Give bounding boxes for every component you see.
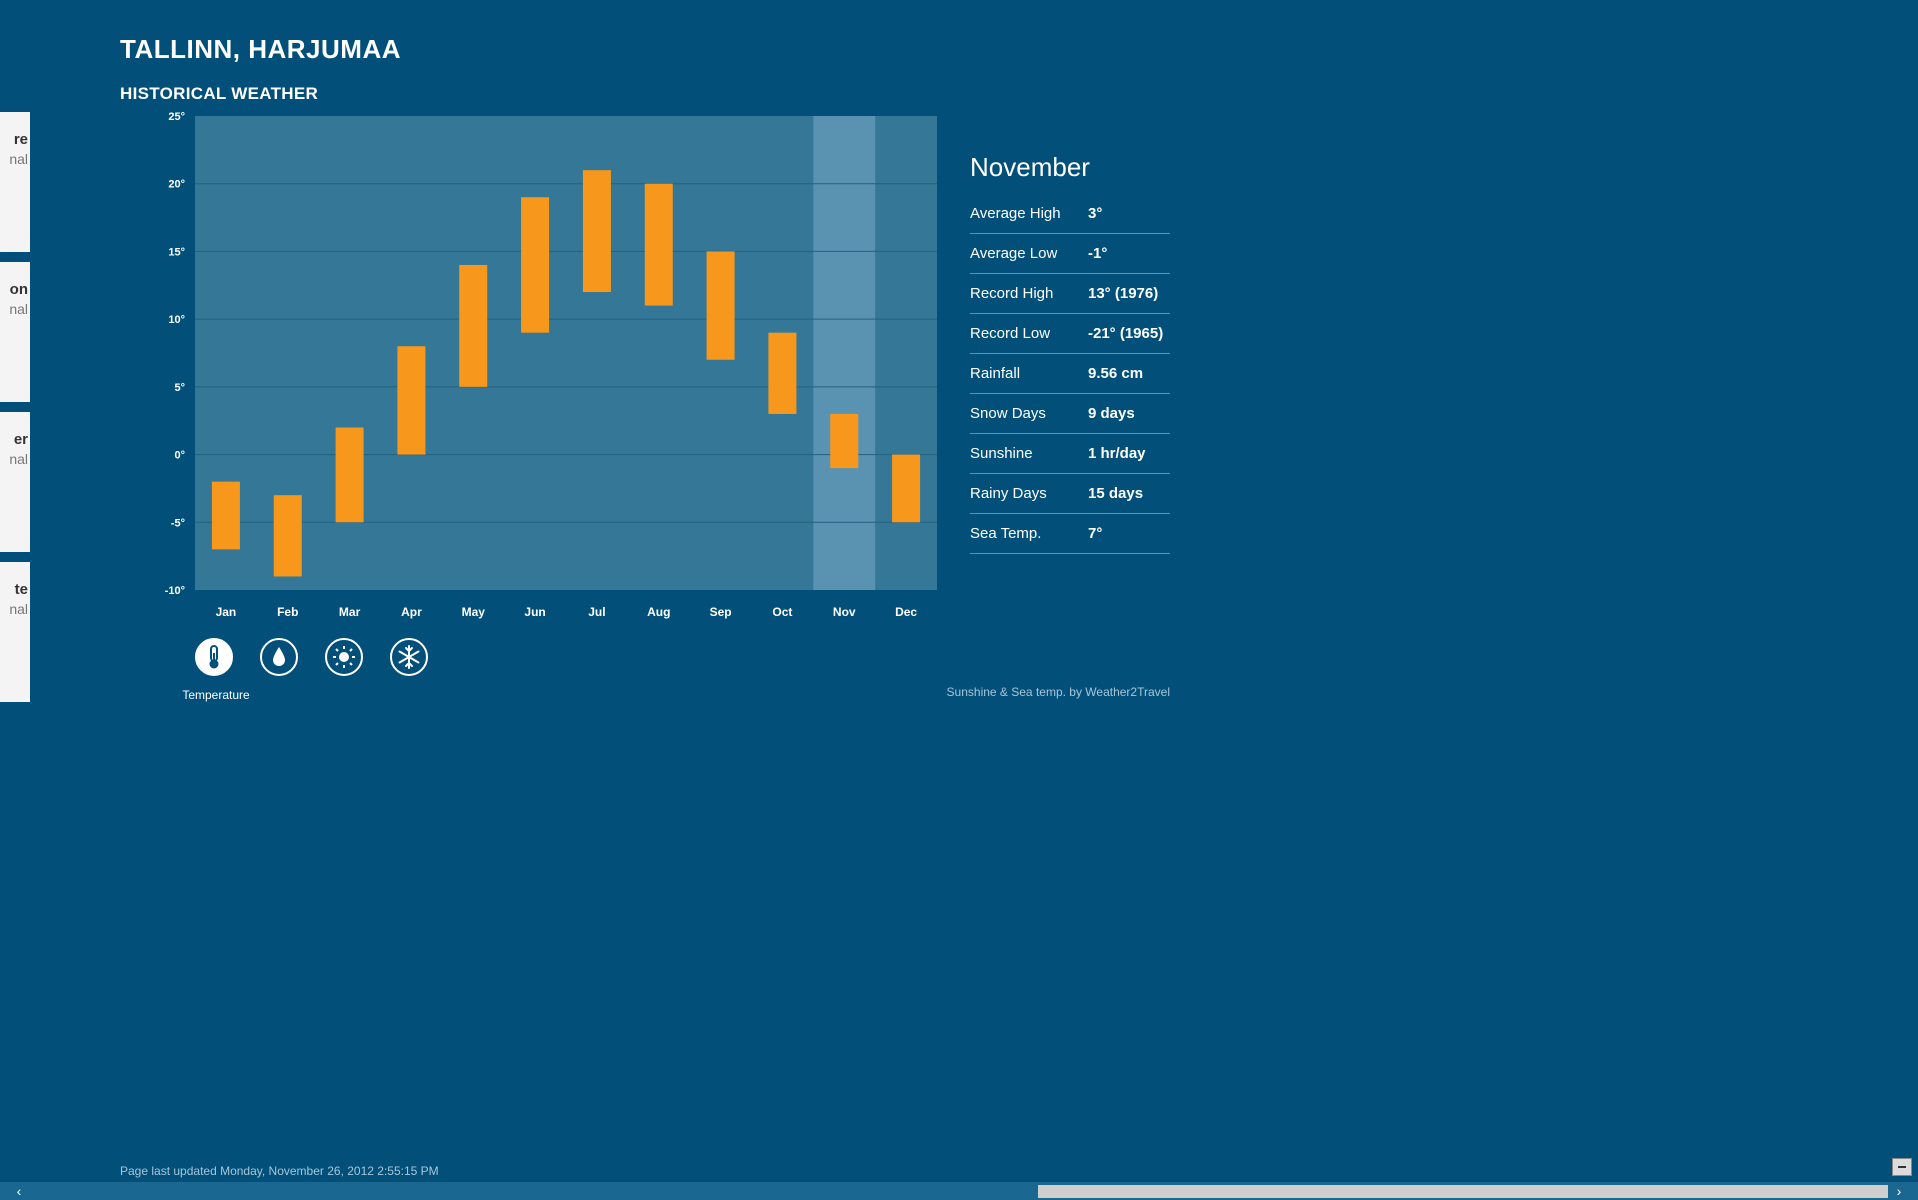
temperature-bar[interactable] [521, 197, 550, 333]
scrollbar-thumb[interactable] [1038, 1185, 1888, 1198]
left-card-3[interactable]: er nal [0, 412, 30, 552]
left-card-subtitle: nal [9, 601, 28, 617]
detail-value: 7° [1088, 525, 1103, 542]
temperature-bar[interactable] [768, 332, 797, 414]
horizontal-scrollbar[interactable]: ‹ › [0, 1182, 1918, 1200]
x-tick-label: May [462, 605, 486, 619]
detail-label: Average Low [970, 245, 1058, 262]
detail-label: Sea Temp. [970, 525, 1042, 542]
detail-value: 13° (1976) [1088, 285, 1159, 302]
detail-value: 9 days [1088, 405, 1135, 422]
temperature-bar[interactable] [706, 251, 735, 360]
left-card-title: re [13, 131, 28, 148]
detail-row-sunshine: Sunshine 1 hr/day [970, 434, 1170, 474]
data-credit-link[interactable]: Sunshine & Sea temp. by Weather2Travel [946, 685, 1170, 699]
scroll-left-icon[interactable]: ‹ [16, 1183, 22, 1199]
temperature-bar[interactable] [459, 264, 488, 387]
x-tick-label: Feb [277, 605, 298, 619]
temperature-bar[interactable] [397, 346, 426, 455]
x-tick-label: Apr [401, 605, 422, 619]
detail-label: Sunshine [970, 445, 1033, 462]
left-card-title: te [14, 581, 28, 598]
x-tick-label: Sep [710, 605, 732, 619]
temperature-bar[interactable] [644, 183, 673, 306]
page-title: TALLINN, HARJUMAA [120, 34, 401, 64]
raindrop-icon [273, 647, 285, 666]
left-card-2[interactable]: on nal [0, 262, 30, 402]
temperature-button[interactable] [195, 638, 233, 676]
temperature-chart: 25° 20° 15° 10° 5° 0° -5° -10° Jan Feb Mar Apr May Ju… [165, 111, 937, 619]
detail-label: Rainfall [970, 365, 1021, 382]
y-tick-label: 10° [168, 314, 185, 326]
x-tick-label: Jul [588, 605, 605, 619]
y-tick-label: 25° [168, 111, 185, 123]
sun-icon [333, 646, 355, 668]
detail-row-rainy-days: Rainy Days 15 days [970, 474, 1170, 514]
selected-month-title: November [970, 152, 1090, 182]
detail-label: Snow Days [970, 405, 1046, 422]
detail-row-record-high: Record High 13° (1976) [970, 274, 1170, 314]
selected-month-column[interactable] [813, 116, 876, 590]
detail-row-average-low: Average Low -1° [970, 234, 1170, 274]
thermometer-icon [209, 645, 219, 669]
detail-label: Record Low [970, 325, 1051, 342]
y-tick-label: 5° [174, 382, 185, 394]
x-tick-label: Nov [833, 605, 856, 619]
detail-row-rainfall: Rainfall 9.56 cm [970, 354, 1170, 394]
x-tick-label: Jan [216, 605, 237, 619]
temperature-bar[interactable] [273, 495, 302, 577]
left-card-title: on [9, 281, 28, 298]
temperature-bar[interactable] [830, 413, 859, 469]
x-tick-label: Mar [339, 605, 361, 619]
x-tick-label: Jun [524, 605, 545, 619]
scroll-right-icon[interactable]: › [1896, 1183, 1902, 1199]
x-tick-label: Oct [772, 605, 792, 619]
sunshine-button[interactable] [325, 638, 363, 676]
detail-label: Rainy Days [970, 485, 1047, 502]
last-updated-text: Page last updated Monday, November 26, 2… [120, 1164, 439, 1178]
detail-value: 15 days [1088, 485, 1144, 502]
left-card-4[interactable]: te nal [0, 562, 30, 702]
temperature-bar[interactable] [211, 481, 240, 550]
y-tick-label: -10° [165, 585, 185, 597]
left-card-1[interactable]: re nal [0, 112, 30, 252]
section-title: HISTORICAL WEATHER [120, 84, 319, 103]
detail-value: 9.56 cm [1088, 365, 1144, 382]
month-details-table: Average High 3° Average Low -1° Record H… [970, 194, 1170, 554]
left-card-subtitle: nal [9, 451, 28, 467]
y-tick-label: 20° [168, 179, 185, 191]
y-tick-label: 0° [174, 450, 185, 462]
left-card-title: er [13, 431, 28, 448]
detail-label: Record High [970, 285, 1054, 302]
semantic-zoom-button[interactable] [1892, 1158, 1912, 1176]
detail-value: -21° (1965) [1088, 325, 1164, 342]
detail-label: Average High [970, 205, 1061, 222]
snowflake-icon [398, 645, 420, 669]
temperature-bar[interactable] [335, 427, 364, 523]
x-tick-label: Aug [647, 605, 670, 619]
y-tick-label: -5° [171, 517, 185, 529]
detail-value: 1 hr/day [1088, 445, 1146, 462]
temperature-bar[interactable] [582, 170, 611, 293]
detail-value: -1° [1088, 245, 1108, 262]
left-card-subtitle: nal [9, 151, 28, 167]
y-tick-label: 15° [168, 246, 185, 258]
left-card-subtitle: nal [9, 301, 28, 317]
active-category-label: Temperature [182, 688, 250, 702]
temperature-bar[interactable] [892, 454, 921, 523]
detail-value: 3° [1088, 205, 1103, 222]
x-tick-label: Dec [895, 605, 917, 619]
detail-row-record-low: Record Low -21° (1965) [970, 314, 1170, 354]
snow-button[interactable] [390, 638, 428, 676]
rainfall-button[interactable] [260, 638, 298, 676]
detail-row-sea-temp: Sea Temp. 7° [970, 514, 1170, 554]
detail-row-snow-days: Snow Days 9 days [970, 394, 1170, 434]
detail-row-average-high: Average High 3° [970, 194, 1170, 234]
